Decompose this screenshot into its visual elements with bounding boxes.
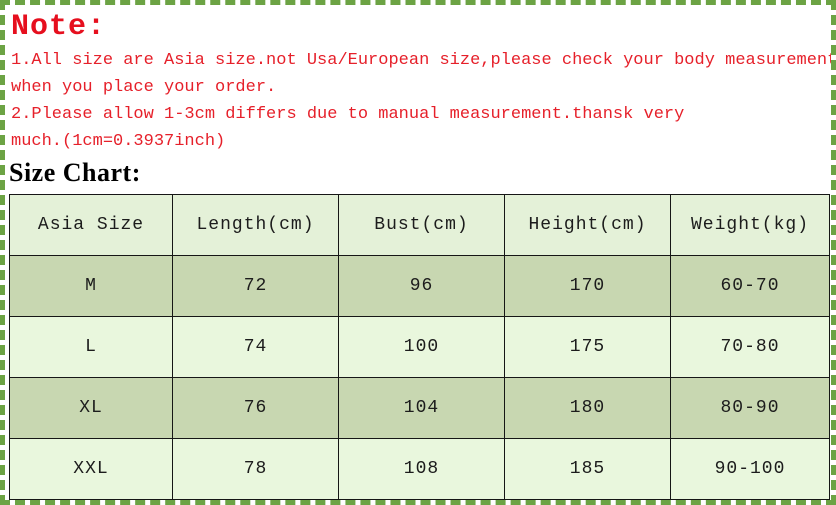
cell-length: 78 — [172, 438, 339, 500]
table-header-row: Asia Size Length(cm) Bust(cm) Height(cm)… — [9, 194, 830, 256]
cell-bust: 96 — [338, 255, 505, 317]
cell-length: 72 — [172, 255, 339, 317]
col-header-asia-size: Asia Size — [9, 194, 173, 256]
cell-size: M — [9, 255, 173, 317]
cell-size: L — [9, 316, 173, 378]
cell-height: 175 — [504, 316, 671, 378]
cell-height: 170 — [504, 255, 671, 317]
table-row-xxl: XXL 78 108 185 90-100 — [9, 438, 830, 500]
cell-height: 185 — [504, 438, 671, 500]
cell-weight: 90-100 — [670, 438, 830, 500]
cell-size: XL — [9, 377, 173, 439]
note-line-1: 1.All size are Asia size.not Usa/Europea… — [11, 51, 836, 70]
table-row-l: L 74 100 175 70-80 — [9, 316, 830, 378]
note-line-2: when you place your order. — [11, 78, 277, 97]
col-header-length: Length(cm) — [172, 194, 339, 256]
cell-weight: 70-80 — [670, 316, 830, 378]
note-line-4: much.(1cm=0.3937inch) — [11, 132, 226, 151]
cell-length: 76 — [172, 377, 339, 439]
cell-size: XXL — [9, 438, 173, 500]
cell-weight: 60-70 — [670, 255, 830, 317]
size-chart-title: Size Chart: — [9, 158, 141, 187]
table-row-m: M 72 96 170 60-70 — [9, 255, 830, 317]
note-title: Note: — [11, 10, 107, 44]
cell-weight: 80-90 — [670, 377, 830, 439]
col-header-weight: Weight(kg) — [670, 194, 830, 256]
cell-bust: 100 — [338, 316, 505, 378]
cell-bust: 108 — [338, 438, 505, 500]
col-header-height: Height(cm) — [504, 194, 671, 256]
cell-bust: 104 — [338, 377, 505, 439]
note-line-3: 2.Please allow 1-3cm differs due to manu… — [11, 105, 685, 124]
table-row-xl: XL 76 104 180 80-90 — [9, 377, 830, 439]
size-chart-table: Asia Size Length(cm) Bust(cm) Height(cm)… — [9, 194, 830, 500]
cell-height: 180 — [504, 377, 671, 439]
col-header-bust: Bust(cm) — [338, 194, 505, 256]
cell-length: 74 — [172, 316, 339, 378]
